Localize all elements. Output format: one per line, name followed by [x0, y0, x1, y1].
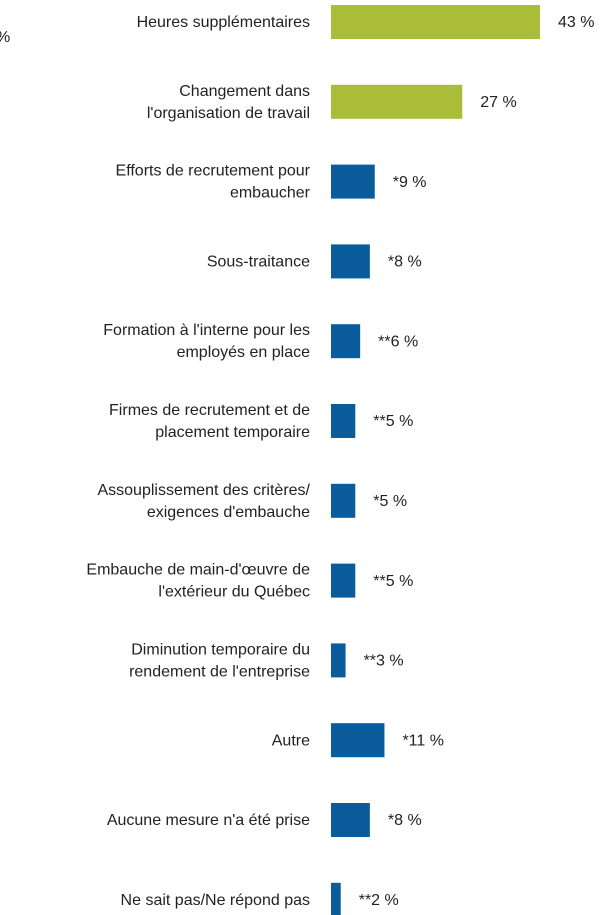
bar: [331, 882, 341, 915]
category-label: Diminution temporaire du rendement de l'e…: [129, 642, 310, 681]
bar: [331, 643, 346, 678]
bar: [331, 803, 370, 837]
bar: [331, 483, 356, 518]
category-label: Ne sait pas/Ne répond pas: [121, 892, 310, 909]
value-label: 43 %: [558, 14, 594, 31]
bar: [331, 5, 540, 39]
bar: [331, 324, 361, 359]
category-label: Efforts de recrutement pour embaucher: [116, 163, 311, 202]
bar: [331, 563, 356, 598]
value-label: *11 %: [402, 732, 444, 749]
value-label: 27 %: [480, 94, 516, 111]
bar: [331, 723, 385, 758]
value-label: **5 %: [373, 413, 413, 430]
value-label: *8 %: [388, 254, 422, 271]
category-label: Embauche de main-d'œuvre de l'extérieur d…: [86, 562, 310, 601]
value-label: **5 %: [373, 573, 413, 590]
category-label: Assouplissement des critères/exigences d…: [97, 482, 310, 521]
value-label: *8 %: [388, 812, 422, 829]
annotation: %: [0, 29, 10, 46]
bar: [331, 164, 375, 199]
bar: [331, 404, 356, 438]
bar: [331, 244, 370, 279]
category-label: Changement dans l'organisation de travail: [147, 83, 310, 122]
category-label: Aucune mesure n'a été prise: [107, 812, 310, 829]
category-label: Autre: [272, 732, 310, 749]
value-label: *9 %: [393, 174, 427, 191]
category-label: Sous-traitance: [207, 254, 310, 271]
category-label: Firmes de recrutement et de placement tem…: [109, 402, 310, 441]
value-label: *5 %: [373, 493, 407, 510]
category-label: Formation à l'interne pour les employés e…: [103, 322, 310, 361]
value-label: **3 %: [364, 653, 404, 670]
value-label: **2 %: [359, 892, 399, 909]
value-label: **6 %: [378, 333, 418, 350]
bar: [331, 84, 463, 119]
category-label: Heures supplémentaires: [137, 14, 310, 31]
